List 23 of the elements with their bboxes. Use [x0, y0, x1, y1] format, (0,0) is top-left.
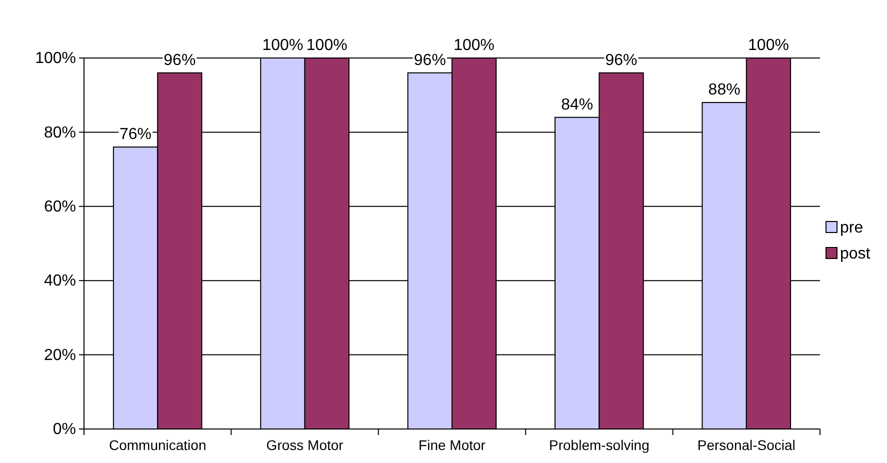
data-label: 96% [414, 52, 446, 69]
data-label: 100% [748, 37, 789, 54]
x-tick-label: Gross Motor [266, 437, 344, 454]
x-tick-label: Personal-Social [697, 437, 796, 454]
y-tick-label: 80% [44, 124, 76, 142]
legend-label: pre [840, 220, 864, 236]
data-label: 100% [306, 37, 348, 54]
y-tick-label: 40% [44, 272, 76, 290]
x-tick-label: Fine Motor [418, 437, 486, 454]
data-label: 88% [708, 82, 740, 99]
y-tick-label: 60% [44, 198, 76, 216]
data-label: 76% [120, 126, 152, 144]
data-label: 96% [605, 52, 638, 69]
x-tick-label: Problem-solving [549, 437, 650, 454]
legend-label: post [840, 246, 871, 262]
data-label: 100% [454, 37, 495, 54]
x-tick-label: Communication [108, 437, 206, 454]
y-tick-label: 20% [44, 346, 76, 364]
y-tick-label: 0% [52, 421, 76, 438]
data-label: 84% [561, 96, 594, 114]
y-tick-label: 100% [35, 50, 76, 68]
data-label: 96% [164, 52, 196, 69]
data-label: 100% [262, 37, 304, 54]
